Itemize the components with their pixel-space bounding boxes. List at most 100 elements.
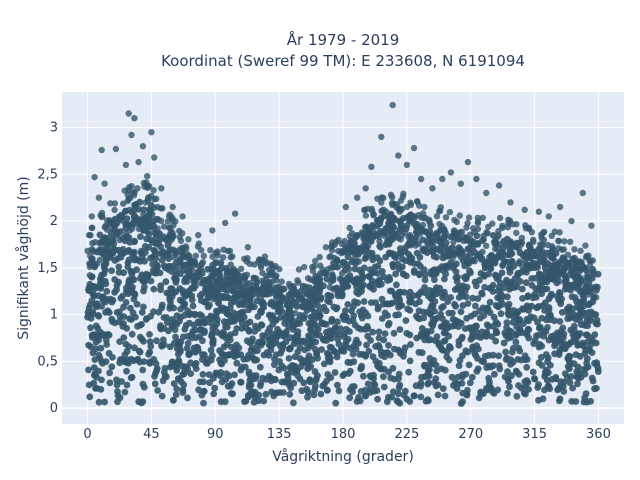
- data-point: [560, 257, 567, 265]
- data-point: [293, 301, 301, 308]
- data-point: [337, 325, 344, 333]
- data-point: [120, 334, 128, 341]
- data-point: [273, 295, 280, 303]
- data-point: [89, 291, 97, 298]
- data-point-outlier: [389, 101, 396, 109]
- data-point: [545, 336, 553, 344]
- data-point: [226, 247, 234, 255]
- data-point: [485, 351, 493, 359]
- data-point: [510, 344, 517, 352]
- data-point: [513, 221, 520, 228]
- data-point: [146, 348, 154, 356]
- data-point: [312, 382, 319, 390]
- data-point: [202, 359, 210, 367]
- data-point: [507, 356, 515, 364]
- data-point: [117, 356, 124, 363]
- data-point: [347, 275, 355, 283]
- data-point: [327, 278, 334, 285]
- data-point: [497, 310, 505, 318]
- data-point: [116, 313, 124, 321]
- data-point: [387, 191, 395, 198]
- data-point: [311, 316, 318, 324]
- x-tick-label-3: 135: [267, 427, 292, 442]
- data-point: [521, 383, 529, 390]
- data-point: [301, 339, 309, 346]
- data-point-outlier: [521, 206, 528, 213]
- data-point: [396, 218, 404, 226]
- data-point: [511, 281, 519, 288]
- data-point: [564, 251, 572, 258]
- data-point: [560, 388, 568, 395]
- data-point: [266, 324, 273, 332]
- data-point: [93, 249, 101, 256]
- data-point: [125, 195, 132, 203]
- data-point: [333, 256, 341, 263]
- data-point-outlier: [395, 152, 402, 159]
- data-point: [200, 252, 207, 260]
- data-point: [535, 396, 542, 404]
- data-point: [310, 391, 318, 399]
- data-point: [537, 353, 545, 361]
- data-point: [493, 235, 500, 242]
- data-point: [583, 359, 590, 367]
- data-point: [193, 282, 200, 289]
- data-point: [183, 268, 191, 276]
- data-point: [150, 187, 157, 194]
- data-point: [180, 290, 187, 297]
- data-point: [92, 262, 99, 269]
- data-point: [315, 312, 323, 320]
- data-point: [230, 309, 238, 317]
- data-point-outlier: [483, 189, 490, 197]
- data-point: [301, 346, 308, 354]
- data-point: [158, 301, 166, 309]
- data-point: [569, 384, 576, 392]
- data-point: [384, 312, 391, 319]
- data-point: [285, 355, 293, 362]
- data-point: [478, 328, 486, 336]
- data-point: [306, 376, 314, 383]
- data-point: [412, 300, 419, 308]
- data-point: [125, 247, 133, 254]
- data-point: [238, 363, 246, 371]
- data-point: [144, 271, 152, 279]
- data-point: [491, 370, 498, 378]
- data-point: [468, 373, 476, 381]
- data-point-outlier: [179, 213, 186, 220]
- data-point: [172, 391, 180, 398]
- data-point: [152, 240, 160, 247]
- data-point: [314, 354, 321, 362]
- data-point: [312, 257, 319, 265]
- data-point: [531, 291, 538, 298]
- data-point: [253, 275, 260, 282]
- data-point: [523, 356, 531, 363]
- data-point: [481, 272, 488, 280]
- data-point: [227, 300, 235, 307]
- data-point: [97, 344, 105, 352]
- data-point: [134, 355, 142, 363]
- data-point: [134, 185, 141, 192]
- data-point: [485, 223, 492, 230]
- data-point: [318, 346, 325, 353]
- data-point: [333, 353, 341, 361]
- data-point: [487, 385, 494, 392]
- data-point: [237, 265, 245, 272]
- data-point: [344, 335, 352, 343]
- data-point-outlier: [131, 115, 138, 122]
- data-point: [195, 240, 203, 247]
- data-point: [102, 295, 110, 303]
- data-point: [384, 321, 392, 329]
- data-point: [168, 268, 176, 275]
- data-point: [374, 362, 381, 370]
- data-point: [110, 246, 118, 254]
- data-point: [163, 318, 171, 326]
- data-point: [376, 276, 383, 284]
- data-point: [358, 269, 366, 277]
- data-point: [440, 329, 448, 337]
- x-tick-label-4: 180: [331, 427, 356, 442]
- data-point: [525, 334, 533, 342]
- data-point: [574, 372, 582, 380]
- data-point: [570, 311, 578, 319]
- data-point: [120, 320, 127, 327]
- data-point: [574, 380, 581, 388]
- data-point: [259, 332, 266, 339]
